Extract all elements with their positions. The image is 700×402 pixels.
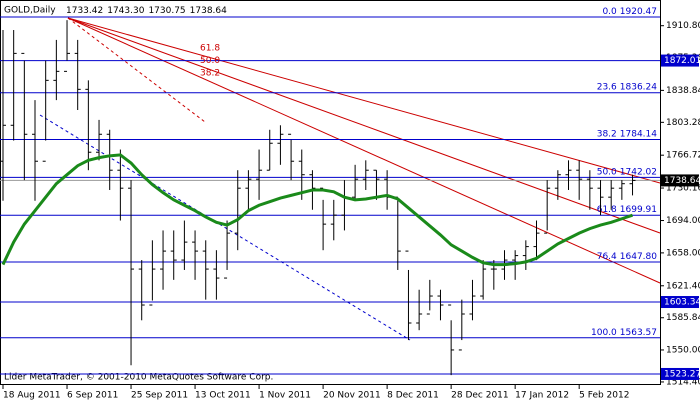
- fan-label: 61.8: [200, 44, 220, 54]
- quote-value: 1738.64: [190, 6, 227, 16]
- y-tick-label: 1730.16: [666, 184, 700, 194]
- fan-line: [67, 17, 661, 184]
- fan-trend: [67, 17, 206, 123]
- y-tick-label: 1766.72: [666, 151, 700, 161]
- x-tick-label: 28 Dec 2011: [451, 391, 509, 401]
- y-tick-label: 1910.80: [666, 21, 700, 31]
- x-tick-label: 17 Jan 2012: [515, 391, 569, 401]
- fib-price: 1647.80: [620, 252, 657, 262]
- fib-label: 61.8 1699.91: [597, 205, 657, 215]
- fib-price: 1920.47: [620, 7, 657, 17]
- x-tick-label: 18 Aug 2011: [3, 391, 61, 401]
- fib-level: 38.2: [597, 129, 617, 139]
- x-tick-label: 1 Nov 2011: [259, 391, 311, 401]
- quote-value: 1730.75: [148, 6, 185, 16]
- fib-label: 76.4 1647.80: [597, 252, 658, 262]
- x-tick-label: 25 Sep 2011: [131, 391, 188, 401]
- fib-price: 1563.57: [620, 327, 657, 337]
- fan-label: 38.2: [200, 69, 220, 79]
- x-tick-label: 5 Feb 2012: [579, 391, 629, 401]
- current-price-box: [661, 174, 699, 187]
- fan-line: [67, 17, 661, 284]
- fib-level: 50.0: [597, 167, 617, 177]
- y-tick-label: 1694.00: [666, 216, 700, 226]
- fib-price: 1742.02: [620, 167, 657, 177]
- y-tick-label: 1838.84: [666, 86, 700, 96]
- fib-level: 76.4: [597, 252, 617, 262]
- price-box-label: 1872.01: [664, 56, 700, 66]
- fib-label: 100.0 1563.57: [591, 327, 657, 337]
- fib-level: 23.6: [597, 82, 617, 92]
- fib-price: 1699.91: [620, 205, 657, 215]
- current-price-label: 1738.64: [664, 176, 700, 186]
- fib-level: 0.0: [602, 7, 617, 17]
- quote-value: 1743.30: [107, 6, 144, 16]
- price-box-label: 1603.34: [664, 298, 700, 308]
- fan-line: [67, 17, 661, 234]
- fib-level: 61.8: [597, 205, 617, 215]
- y-tick-label: 1803.28: [666, 118, 700, 128]
- x-tick-label: 13 Oct 2011: [195, 391, 251, 401]
- price-box: [661, 54, 699, 67]
- quote: 1733.42 1743.30 1730.75 1738.64: [66, 6, 227, 16]
- price-box: [661, 296, 699, 309]
- x-tick-label: 20 Nov 2011: [323, 391, 381, 401]
- price-box: [661, 367, 699, 380]
- fib-label: 38.2 1784.14: [597, 129, 658, 139]
- fib-label: 23.6 1836.24: [597, 82, 658, 92]
- y-tick-label: 1514.40: [666, 377, 700, 387]
- copyright: Lider MetaTrader, © 2001-2010 MetaQuotes…: [4, 373, 273, 383]
- y-tick-label: 1621.40: [666, 281, 700, 291]
- fib-price: 1784.14: [620, 129, 657, 139]
- fib-level: 100.0: [591, 327, 617, 337]
- x-tick-label: 6 Sep 2011: [67, 391, 118, 401]
- y-tick-label: 1550.00: [666, 345, 700, 355]
- y-tick-label: 1658.00: [666, 248, 700, 258]
- fan-label: 50.0: [200, 56, 220, 66]
- chart-title: GOLD,Daily: [4, 6, 56, 16]
- fib-price: 1836.24: [620, 82, 657, 92]
- price-box-label: 1523.27: [664, 369, 700, 379]
- fib-label: 0.0 1920.47: [602, 7, 657, 17]
- fib-label: 50.0 1742.02: [597, 167, 657, 177]
- quote-value: 1733.42: [66, 6, 103, 16]
- moving-average: [1, 153, 634, 267]
- x-tick-label: 8 Dec 2011: [387, 391, 439, 401]
- y-tick-label: 1585.84: [666, 313, 700, 323]
